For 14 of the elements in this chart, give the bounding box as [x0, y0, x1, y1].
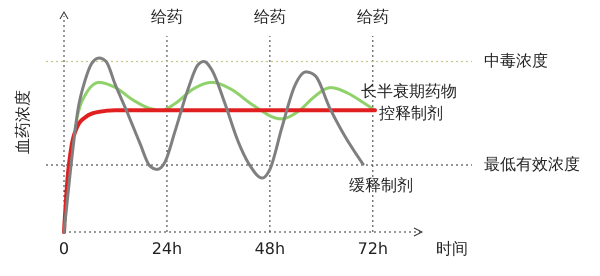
ref-line-label: 最低有效浓度: [484, 154, 580, 174]
y-axis-title: 血药浓度: [13, 90, 32, 154]
x-tick-label: 0: [58, 239, 70, 258]
ref-line-label: 中毒浓度: [484, 50, 548, 70]
x-axis-title: 时间: [436, 239, 468, 258]
x-tick-label: 72h: [358, 239, 388, 258]
series-label: 长半衰期药物: [360, 82, 457, 101]
x-tick-label: 48h: [254, 239, 286, 258]
series-label: 控释制剂: [378, 104, 443, 123]
ref-line-label: 给药: [356, 7, 389, 26]
ref-line-label: 给药: [150, 7, 183, 26]
series-label: 缓释制剂: [348, 176, 413, 195]
x-tick-label: 24h: [152, 239, 182, 258]
ref-line-label: 给药: [254, 7, 286, 26]
